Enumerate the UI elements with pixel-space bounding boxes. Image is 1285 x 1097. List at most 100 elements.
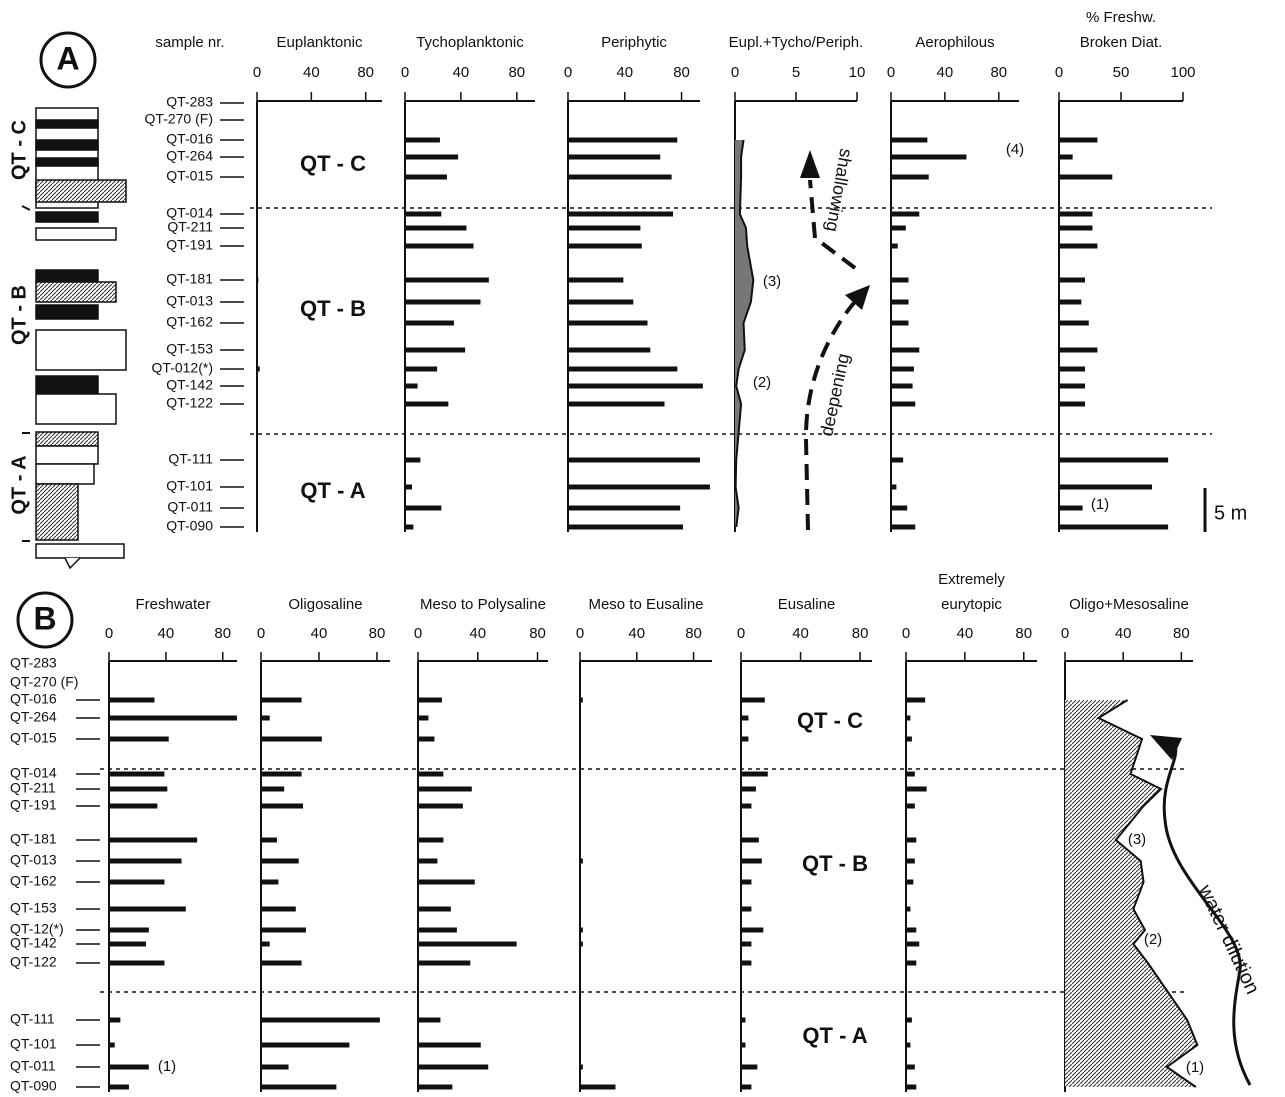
bar — [261, 942, 270, 947]
bar — [568, 321, 647, 326]
sample-label: QT-090 — [166, 518, 213, 534]
bar — [741, 772, 768, 777]
annotation: water dilution — [1193, 881, 1263, 998]
x-tick-label: 40 — [628, 625, 645, 642]
x-tick-label: 0 — [257, 625, 265, 642]
bar — [405, 155, 458, 160]
column-title: Oligosaline — [288, 596, 362, 613]
bar — [418, 859, 437, 864]
bar — [741, 907, 751, 912]
sample-label: QT-015 — [166, 168, 213, 184]
bar — [1059, 485, 1152, 490]
bar — [891, 384, 913, 389]
x-tick-label: 40 — [453, 64, 470, 81]
bar — [568, 367, 677, 372]
bar — [1059, 402, 1085, 407]
bar — [906, 942, 919, 947]
bar — [580, 859, 583, 864]
bar — [261, 772, 302, 777]
bar — [405, 384, 418, 389]
annotation: (2) — [753, 374, 771, 391]
x-tick-label: 80 — [990, 64, 1007, 81]
bar — [906, 928, 916, 933]
sample-label: QT-153 — [10, 900, 57, 916]
arrow-head — [800, 150, 820, 178]
bar — [741, 787, 756, 792]
sample-label: QT-011 — [10, 1058, 56, 1074]
bar — [891, 155, 966, 160]
bar — [405, 138, 440, 143]
bar — [568, 348, 650, 353]
bar — [261, 859, 299, 864]
column-title: % Freshw. — [1086, 9, 1156, 26]
x-tick-label: 40 — [957, 625, 974, 642]
bar — [741, 942, 751, 947]
bar — [418, 928, 457, 933]
bar — [109, 942, 146, 947]
bar — [261, 698, 302, 703]
bar — [1059, 525, 1168, 530]
sample-label: QT-013 — [166, 293, 213, 309]
bar — [741, 838, 759, 843]
x-tick-label: 40 — [792, 625, 809, 642]
x-tick-label: 0 — [564, 64, 572, 81]
sample-label: QT-012(*) — [152, 360, 213, 376]
sample-label: QT-014 — [10, 765, 57, 781]
bar — [906, 772, 915, 777]
sample-label: QT-111 — [168, 451, 213, 467]
x-tick-label: 0 — [414, 625, 422, 642]
bar — [891, 212, 919, 217]
bar — [741, 804, 751, 809]
sample-label: QT-101 — [166, 478, 213, 494]
bar — [405, 175, 447, 180]
bar — [261, 787, 284, 792]
bar — [261, 716, 270, 721]
sample-label: QT-016 — [166, 131, 213, 147]
bar — [1059, 278, 1085, 283]
sample-label: QT-015 — [10, 730, 57, 746]
annotation: (1) — [1186, 1059, 1204, 1076]
bar — [405, 485, 412, 490]
bar — [418, 698, 442, 703]
bar — [906, 859, 915, 864]
bar — [891, 138, 927, 143]
zone-label: QT - A — [300, 478, 365, 503]
bar — [568, 138, 677, 143]
bar — [891, 485, 896, 490]
sample-label: QT-122 — [166, 395, 213, 411]
bar — [741, 1085, 751, 1090]
annotation: (1) — [158, 1058, 176, 1075]
bar — [1059, 348, 1097, 353]
bar — [418, 880, 475, 885]
bar — [418, 772, 443, 777]
bar — [891, 348, 919, 353]
bar — [261, 1085, 336, 1090]
sample-label: QT-264 — [166, 148, 213, 164]
zone-side-label: QT - A — [8, 455, 30, 514]
bar — [1059, 138, 1097, 143]
sample-label: QT-111 — [10, 1011, 55, 1027]
area-fill — [1065, 700, 1197, 1087]
annotation: (2) — [1144, 931, 1162, 948]
sample-label: QT-283 — [166, 94, 213, 110]
bar — [906, 907, 910, 912]
bar — [1059, 300, 1081, 305]
x-tick-label: 80 — [1173, 625, 1190, 642]
bar — [405, 300, 480, 305]
x-tick-label: 80 — [508, 64, 525, 81]
bar — [109, 961, 164, 966]
bar — [1059, 506, 1083, 511]
bar — [109, 1065, 149, 1070]
panel-label: A — [56, 40, 79, 76]
x-tick-label: 40 — [303, 64, 320, 81]
sample-label: QT-270 (F) — [145, 111, 213, 127]
bar — [109, 772, 164, 777]
bar — [405, 525, 413, 530]
bar — [109, 1085, 129, 1090]
x-tick-label: 40 — [311, 625, 328, 642]
bar — [109, 880, 164, 885]
column-title: Broken Diat. — [1080, 34, 1163, 51]
bar — [891, 506, 907, 511]
zone-label: QT - C — [300, 151, 366, 176]
zone-side-label: QT - B — [8, 285, 30, 345]
